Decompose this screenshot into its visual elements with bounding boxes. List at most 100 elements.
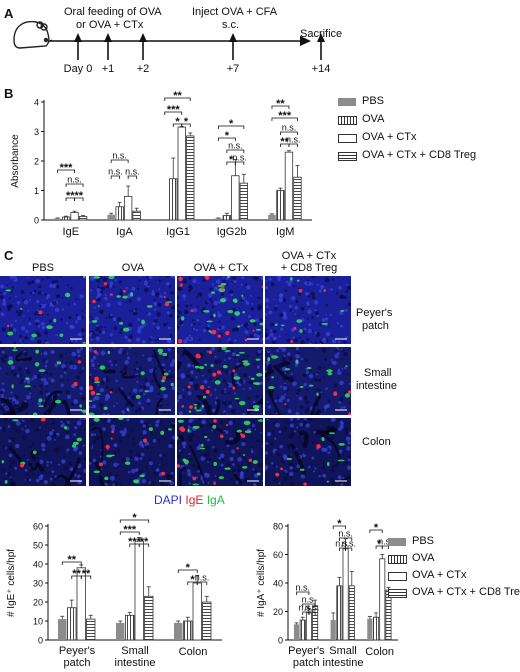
micro-row-colon: Colon: [362, 436, 391, 448]
significance-label: **: [173, 90, 182, 102]
y-tick-label: 80: [273, 522, 283, 532]
significance-label: **: [280, 136, 289, 148]
y-tick-label: 40: [273, 579, 283, 589]
significance-label: n.s.: [305, 603, 320, 613]
significance-bracket: [288, 143, 298, 147]
significance-label: *: [190, 574, 195, 586]
micrograph-small-intestine-ova: [89, 347, 175, 415]
mouse-icon: [13, 20, 53, 49]
bar: [124, 196, 133, 221]
micrograph-small-intestine-ova-ctx: [177, 347, 263, 415]
y-tick-label: 2: [34, 157, 39, 167]
stain-iga: IgA: [206, 493, 225, 507]
significance-bracket: [119, 519, 150, 523]
x-tick-label: Peyer's: [288, 645, 325, 657]
stain-dapi: DAPI: [154, 493, 183, 507]
y-tick-label: 50: [33, 541, 43, 551]
significance-bracket: [234, 161, 245, 165]
significance-bracket: [61, 561, 82, 565]
x-tick-label: intestine: [115, 657, 156, 669]
bar: [115, 206, 124, 221]
legend-label-pbs: PBS: [362, 95, 385, 107]
significance-bracket: [181, 123, 191, 127]
significance-bracket: [74, 197, 84, 201]
significance-bracket: [110, 175, 121, 179]
inject-label-line2: s.c.: [222, 19, 240, 31]
x-tick-label: Peyer's: [59, 645, 96, 657]
significance-label: **: [75, 190, 84, 202]
bar: [293, 624, 300, 640]
y-axis-label: # IgE⁺ cells/hpf: [6, 549, 17, 617]
x-tick-label: Small: [329, 645, 357, 657]
bar: [177, 126, 186, 221]
y-tick-label: 40: [33, 560, 43, 570]
bar: [53, 218, 62, 220]
bar: [107, 214, 115, 220]
bar: [67, 607, 77, 641]
significance-bracket: [164, 97, 191, 101]
y-tick-label: 0: [278, 636, 283, 646]
day-label-1: +1: [101, 63, 115, 75]
significance-label: *: [225, 130, 230, 142]
x-tick-label: patch: [293, 657, 320, 669]
significance-label: ***: [60, 162, 74, 174]
bar: [58, 619, 67, 640]
bar: [299, 619, 306, 641]
legend-label-ova: OVA: [362, 113, 385, 125]
timeline-graphic: [13, 20, 325, 60]
significance-bracket: [345, 547, 353, 551]
feeding-label-line1: Oral feeding of OVA: [64, 6, 162, 18]
bar: [144, 595, 154, 641]
day-label-7: +7: [226, 63, 240, 75]
bar: [78, 216, 88, 221]
legend2-swatch-ova-ctx: [388, 572, 407, 581]
micrograph-small-intestine-pbs: [0, 347, 86, 415]
significance-label: n.s.: [302, 595, 317, 605]
y-tick-label: 1: [34, 186, 39, 196]
legend-swatch-ova: [338, 116, 357, 125]
micro-row-peyers-line2: patch: [362, 320, 389, 332]
significance-bracket: [226, 149, 245, 153]
x-tick-label: patch: [64, 657, 91, 669]
bar: [348, 585, 355, 641]
x-tick-label: intestine: [323, 657, 364, 669]
bar: [116, 622, 125, 640]
significance-bracket: [332, 525, 346, 529]
timeline-arrowhead: [300, 36, 311, 46]
significance-label: *: [175, 116, 180, 128]
panel-b-label: B: [4, 86, 14, 101]
micrograph-peyers-patch-ova-ctx: [177, 276, 263, 344]
day-arrows: [74, 33, 325, 60]
significance-bracket: [127, 175, 138, 179]
y-tick-label: 20: [33, 598, 43, 608]
x-tick-label: Colon: [365, 646, 394, 658]
day-label-14: +14: [311, 63, 331, 75]
y-tick-label: 0: [38, 636, 43, 646]
significance-bracket: [339, 537, 353, 541]
significance-bracket: [271, 117, 298, 121]
bar: [86, 618, 96, 641]
stain-legend: DAPI IgE IgA: [154, 493, 225, 507]
bar: [231, 175, 240, 221]
significance-bracket: [164, 111, 183, 115]
x-tick-label: IgG1: [166, 226, 190, 238]
significance-bracket: [296, 591, 310, 595]
legend2-swatch-ova: [388, 555, 407, 564]
micrograph-peyers-patch-pbs: [0, 276, 86, 344]
bar: [342, 548, 349, 641]
x-tick-label: IgG2b: [217, 226, 247, 238]
micro-col-treg-line2: + CD8 Treg: [280, 262, 338, 274]
bar: [125, 614, 135, 641]
day-label-2: +2: [136, 63, 150, 75]
bar: [268, 214, 276, 220]
significance-bracket: [271, 105, 290, 109]
significance-label: **: [82, 568, 91, 580]
micro-col-ova: OVA: [121, 262, 145, 274]
significance-label: n.s.: [125, 167, 140, 177]
bar: [202, 601, 212, 641]
significance-label: *: [229, 154, 234, 166]
bar: [367, 618, 373, 640]
legend2-label-pbs: PBS: [412, 535, 435, 547]
bar: [134, 540, 144, 641]
significance-bracket: [381, 545, 389, 549]
